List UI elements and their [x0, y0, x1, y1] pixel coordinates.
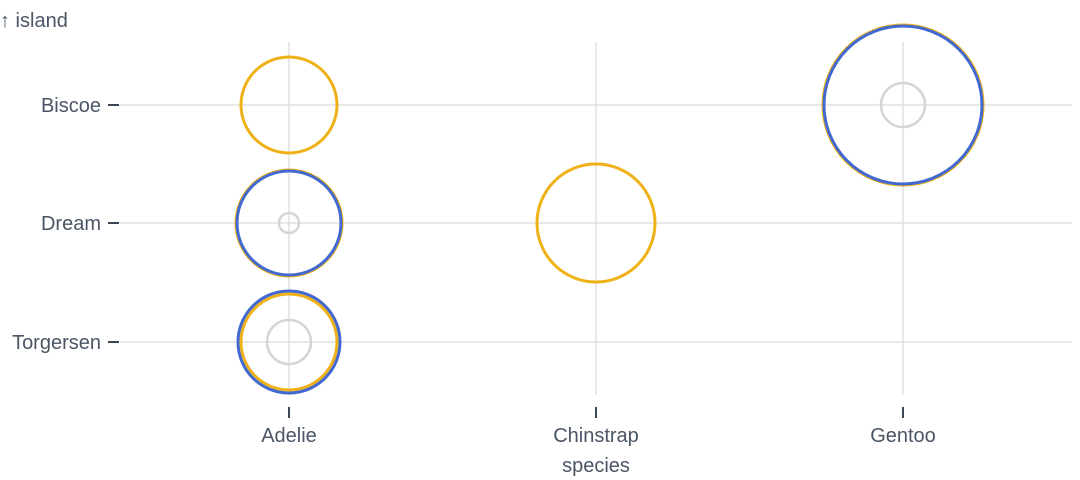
data-ring-gentoo-biscoe: [879, 81, 927, 129]
data-ring-adelie-dream: [235, 169, 343, 277]
data-ring-gentoo-biscoe: [822, 24, 984, 186]
data-ring-adelie-dream: [277, 211, 301, 235]
y-axis-label: ↑ island: [0, 10, 68, 32]
y-tick-label: Torgersen: [12, 332, 101, 354]
data-rings: [234, 23, 985, 395]
x-tick-label: Adelie: [261, 425, 317, 447]
x-axis-label: species: [562, 455, 630, 477]
x-tick-label: Chinstrap: [553, 425, 639, 447]
grid-lines: [120, 42, 1072, 395]
data-ring-adelie-biscoe: [239, 55, 339, 155]
y-tick-label: Dream: [41, 213, 101, 235]
data-ring-adelie-torgersen: [236, 289, 342, 395]
y-tick-label: Biscoe: [41, 95, 101, 117]
axes: Adelie Chinstrap Gentoo Biscoe Dream Torgerse…: [12, 95, 936, 447]
x-tick-label: Gentoo: [870, 425, 936, 447]
data-ring-adelie-torgersen: [239, 292, 339, 392]
data-ring-chinstrap-dream: [535, 162, 657, 284]
data-ring-adelie-torgersen: [265, 318, 313, 366]
